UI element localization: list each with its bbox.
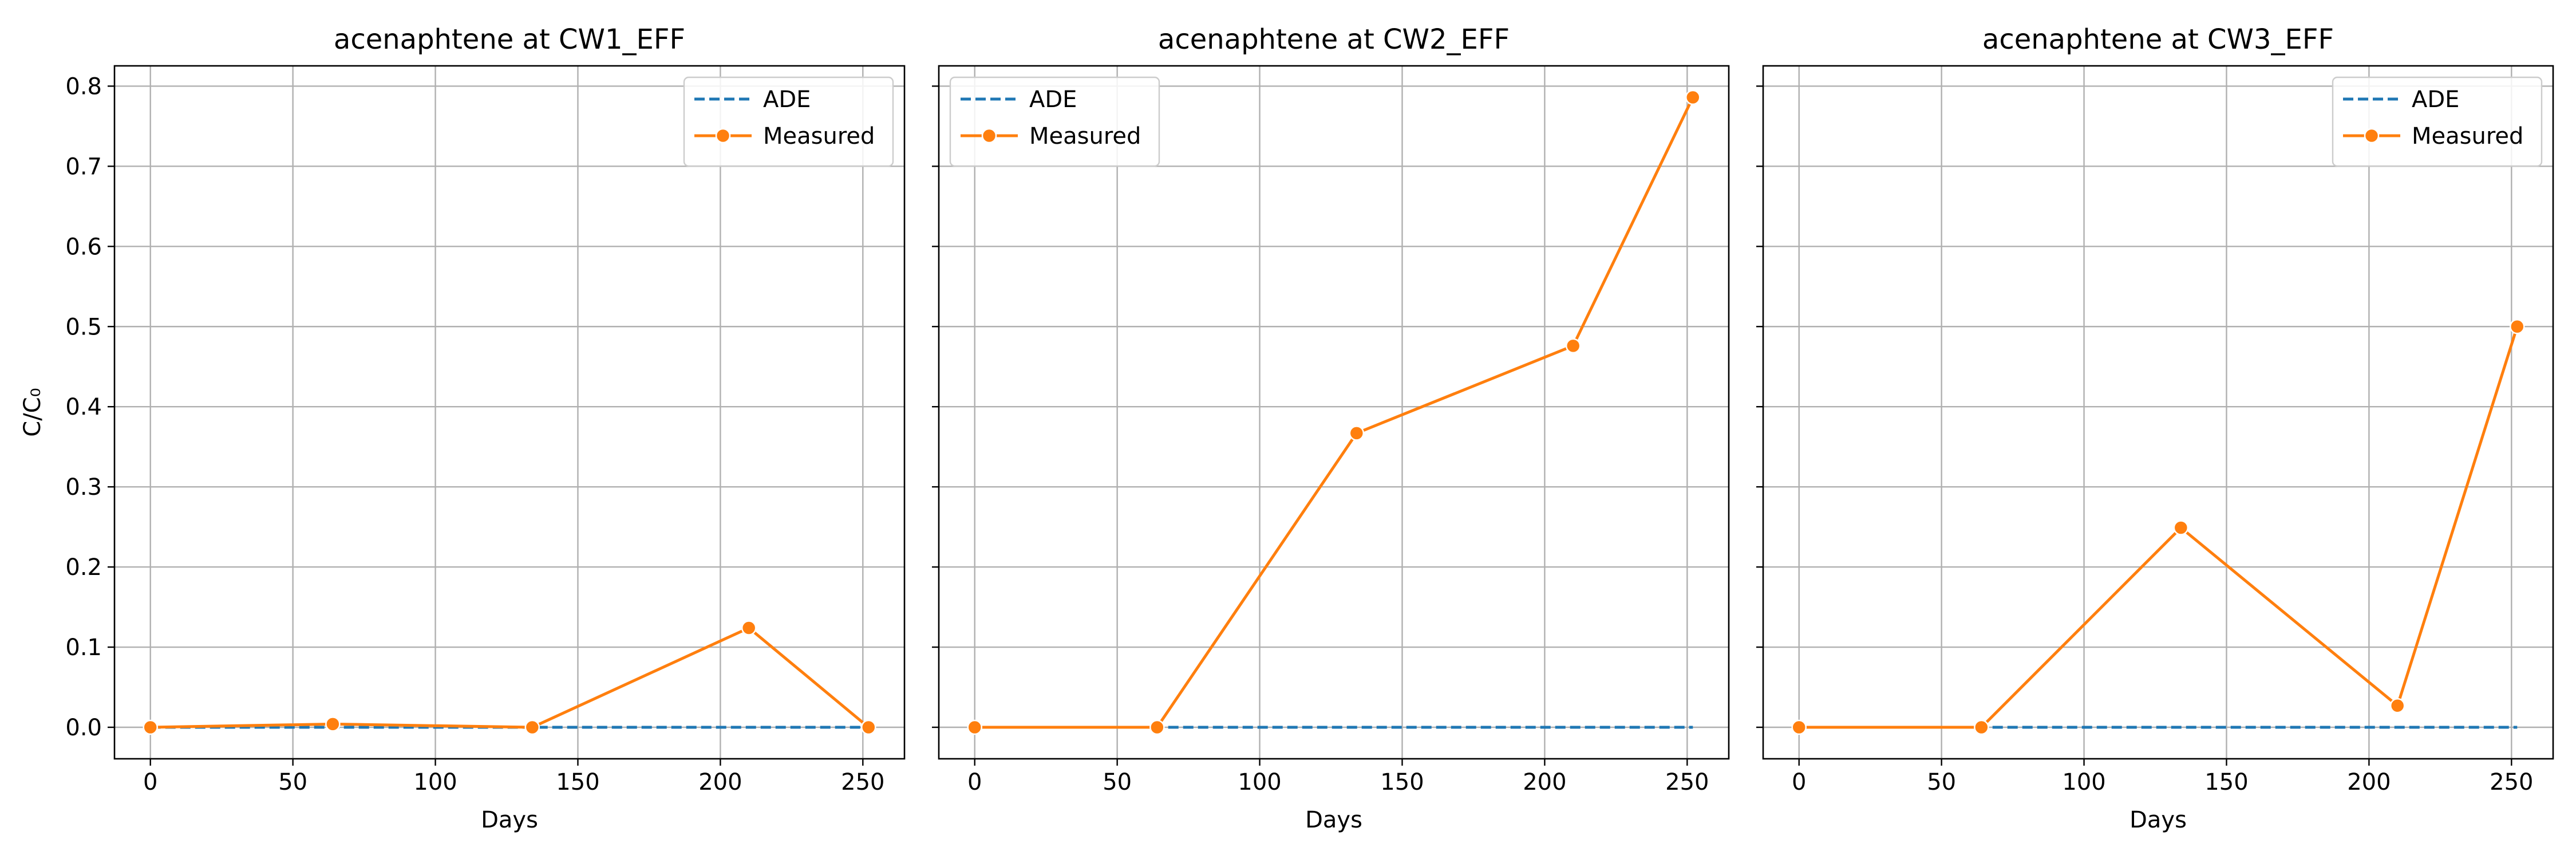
legend-box <box>949 76 1160 167</box>
y-tick-label: 0.5 <box>65 314 102 340</box>
x-tick-label: 250 <box>1665 769 1709 795</box>
plot-frame <box>1762 65 2554 760</box>
legend: ADE Measured <box>683 76 894 167</box>
legend-marker <box>2364 128 2380 144</box>
series-line-measured <box>974 96 1694 729</box>
legend: ADE Measured <box>2332 76 2543 167</box>
x-tick-label: 0 <box>1792 769 1806 795</box>
chart-panel-1: 0 50 100 150 200 250 0.0 0.1 0.2 0.3 0.4 0.5 0.6 0.7 0… <box>19 23 906 833</box>
x-tick-label: 50 <box>1103 769 1132 795</box>
chart-panel-3: 0 50 100 150 200 250 acenaphtene at CW3_EFF Day… <box>1756 23 2554 833</box>
y-axis-label: C/C₀ <box>19 388 46 436</box>
data-point <box>325 716 341 732</box>
legend-label: ADE <box>2412 86 2459 113</box>
legend-box <box>683 76 894 167</box>
legend: ADE Measured <box>949 76 1160 167</box>
chart-title: acenaphtene at CW2_EFF <box>1158 23 1510 56</box>
data-point <box>2389 698 2405 714</box>
y-tick-label: 0.4 <box>65 394 102 420</box>
y-tick-label: 0.1 <box>65 635 102 661</box>
x-tick-label: 50 <box>1927 769 1956 795</box>
legend-label: Measured <box>2412 123 2523 149</box>
legend-marker <box>715 128 731 144</box>
x-tick-label: 250 <box>841 769 884 795</box>
data-point <box>1974 719 1989 735</box>
data-point <box>143 719 158 735</box>
series-line-measured <box>150 626 870 729</box>
data-point <box>1685 89 1701 105</box>
x-tick-label: 0 <box>967 769 982 795</box>
data-point <box>741 620 757 636</box>
data-point <box>1565 338 1581 354</box>
legend-label: ADE <box>1029 86 1077 113</box>
data-point <box>967 719 982 735</box>
plot-frame <box>938 65 1730 760</box>
legend-label: ADE <box>763 86 811 113</box>
x-axis-label: Days <box>2129 807 2187 833</box>
x-axis-label: Days <box>481 807 538 833</box>
plot-frame <box>113 65 906 760</box>
y-tick-label: 0.2 <box>65 554 102 581</box>
x-axis-label: Days <box>1305 807 1362 833</box>
data-point <box>524 719 540 735</box>
legend-box <box>2332 76 2543 167</box>
y-tick-label: 0.0 <box>65 715 102 741</box>
x-tick-label: 0 <box>143 769 157 795</box>
y-tick-label: 0.6 <box>65 234 102 260</box>
data-point <box>1149 719 1165 735</box>
x-tick-label: 150 <box>2204 769 2248 795</box>
x-tick-label: 200 <box>2347 769 2391 795</box>
legend-marker <box>981 128 997 144</box>
legend-label: Measured <box>1029 123 1141 149</box>
legend-label: Measured <box>763 123 875 149</box>
x-tick-label: 100 <box>2062 769 2105 795</box>
y-tick-label: 0.7 <box>65 153 102 180</box>
data-point <box>2173 520 2189 535</box>
x-tick-label: 250 <box>2490 769 2533 795</box>
x-tick-label: 150 <box>556 769 599 795</box>
x-tick-label: 200 <box>1523 769 1566 795</box>
data-point <box>861 719 876 735</box>
chart-title: acenaphtene at CW1_EFF <box>334 23 685 56</box>
y-tick-label: 0.3 <box>65 474 102 501</box>
chart-panel-2: 0 50 100 150 200 250 acenaphtene at CW2_EFF Day… <box>932 23 1730 833</box>
y-tick-label: 0.8 <box>65 73 102 100</box>
chart-title: acenaphtene at CW3_EFF <box>1982 23 2334 56</box>
data-point <box>2510 319 2525 334</box>
x-tick-label: 100 <box>413 769 457 795</box>
x-tick-label: 150 <box>1380 769 1424 795</box>
data-point <box>1791 719 1807 735</box>
x-tick-label: 50 <box>278 769 307 795</box>
series-line-measured <box>1799 326 2519 729</box>
data-point <box>1349 425 1365 441</box>
x-tick-label: 200 <box>698 769 742 795</box>
x-tick-label: 100 <box>1238 769 1281 795</box>
